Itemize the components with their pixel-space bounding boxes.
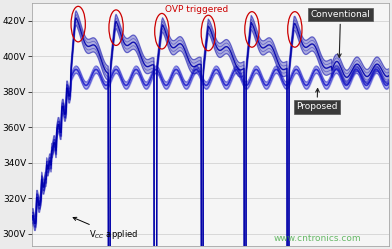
Text: Conventional: Conventional (310, 10, 370, 58)
Text: Proposed: Proposed (296, 89, 338, 111)
Text: www.cntronics.com: www.cntronics.com (274, 234, 361, 243)
Text: OVP triggered: OVP triggered (165, 5, 228, 14)
Text: V$_{CC}$ applied: V$_{CC}$ applied (73, 217, 138, 241)
